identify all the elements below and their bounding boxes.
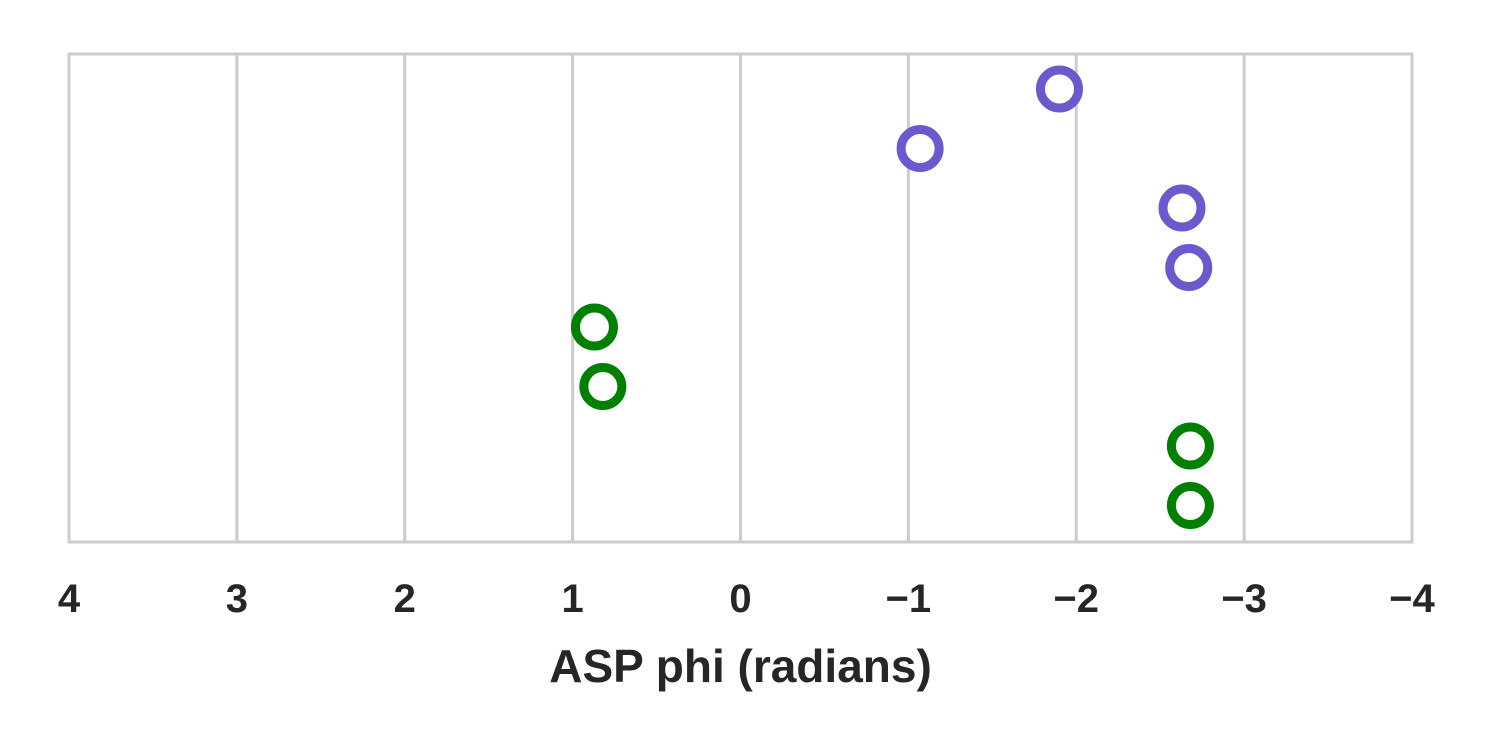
data-point xyxy=(1166,422,1214,470)
grid-lines xyxy=(67,54,1414,542)
x-tick-label: 1 xyxy=(562,577,584,621)
x-tick-label: 0 xyxy=(729,577,751,621)
x-tick-labels: 4 3 2 1 0 −1 −2 −3 −4 xyxy=(58,577,1436,621)
data-point xyxy=(896,125,944,172)
x-tick-label: −4 xyxy=(1389,577,1435,621)
plot-frame xyxy=(67,52,1414,544)
data-point xyxy=(1166,482,1214,529)
data-point xyxy=(1165,244,1213,291)
data-point xyxy=(570,303,618,351)
x-tick-label: 2 xyxy=(394,577,416,621)
data-point xyxy=(1158,184,1206,232)
data-points xyxy=(570,65,1214,529)
x-axis-title: ASP phi (radians) xyxy=(549,640,932,692)
x-tick-label: −3 xyxy=(1221,577,1267,621)
data-point xyxy=(1035,65,1083,113)
x-tick-label: 4 xyxy=(58,577,81,621)
x-tick-label: 3 xyxy=(226,577,248,621)
x-tick-label: −2 xyxy=(1053,577,1099,621)
x-tick-label: −1 xyxy=(886,577,932,621)
data-point xyxy=(579,363,627,410)
